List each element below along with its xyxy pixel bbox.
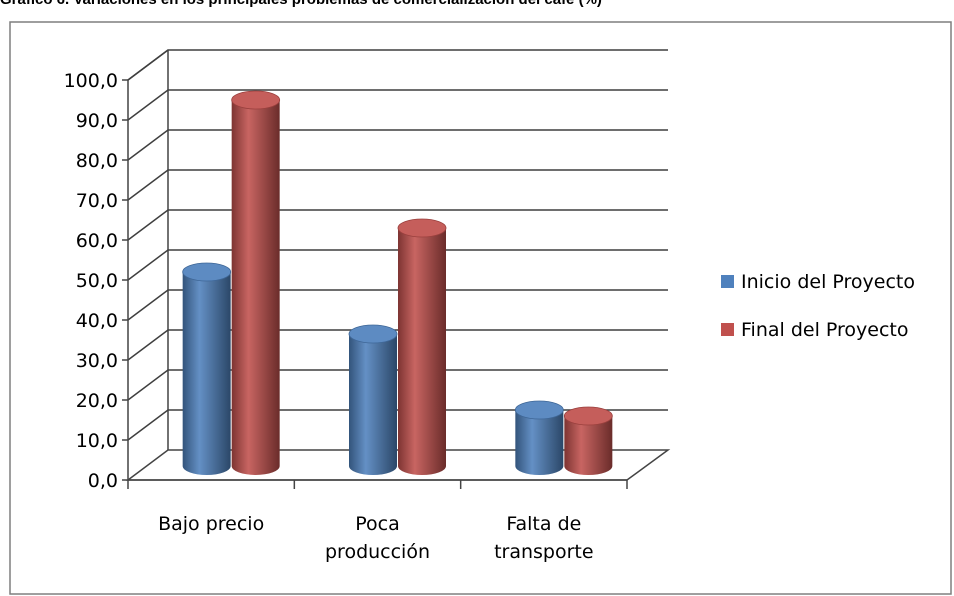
y-tick-label: 0,0 xyxy=(88,470,118,492)
bar-top xyxy=(182,262,232,282)
legend-label: Inicio del Proyecto xyxy=(741,271,915,293)
gridline xyxy=(127,289,668,321)
y-tick-label: 80,0 xyxy=(76,150,118,172)
gridline xyxy=(127,369,668,401)
y-tick-label: 10,0 xyxy=(76,430,118,452)
y-tick-label: 70,0 xyxy=(76,190,118,212)
y-tick-label: 30,0 xyxy=(76,350,118,372)
chart-frame xyxy=(9,21,952,595)
category-label: Poca producción xyxy=(325,513,430,563)
gridline xyxy=(127,249,668,281)
bar-body xyxy=(231,100,280,475)
bar-top xyxy=(348,324,398,344)
bar-top xyxy=(563,406,613,426)
gridline xyxy=(127,409,668,441)
category-label: Bajo precio xyxy=(158,513,264,535)
y-tick-label: 40,0 xyxy=(76,310,118,332)
gridline xyxy=(127,129,668,161)
bar-top xyxy=(514,400,564,420)
legend-item: Final del Proyecto xyxy=(721,319,909,341)
gridline xyxy=(127,49,668,81)
gridline xyxy=(127,329,668,361)
bar xyxy=(231,90,281,475)
category-label: Falta de transporte xyxy=(494,513,593,563)
bar-body xyxy=(398,228,446,475)
gridline xyxy=(127,89,668,121)
gridline xyxy=(127,209,668,241)
legend-item: Inicio del Proyecto xyxy=(721,271,915,293)
y-tick-labels: 0,0 10,0 20,0 30,0 40,0 50,0 60,0 70,0 80,0 90,0 1… xyxy=(64,70,118,492)
bar-body xyxy=(349,334,397,475)
category-labels: Bajo precio Poca producción Falta de transpo… xyxy=(158,513,593,563)
bar xyxy=(514,400,564,475)
bar-top xyxy=(397,218,447,238)
y-tick-label: 90,0 xyxy=(76,110,118,132)
axes xyxy=(122,79,628,489)
bar-body xyxy=(564,416,613,475)
y-tick-label: 100,0 xyxy=(64,70,118,92)
y-tick-label: 20,0 xyxy=(76,390,118,412)
bars xyxy=(182,90,613,475)
legend-label: Final del Proyecto xyxy=(741,319,909,341)
bar-body xyxy=(182,272,231,475)
legend-swatch xyxy=(721,323,734,336)
gridline xyxy=(127,169,668,201)
bar-body xyxy=(515,410,564,475)
bar-top xyxy=(231,90,281,110)
chart-caption: Gráfico 6. Variaciones en los principale… xyxy=(0,0,954,13)
bar xyxy=(563,406,613,475)
gridlines xyxy=(127,49,668,441)
y-tick-label: 50,0 xyxy=(76,270,118,292)
legend-swatch xyxy=(721,275,734,288)
bar xyxy=(348,324,398,475)
bar xyxy=(182,262,232,475)
y-tick-label: 60,0 xyxy=(76,230,118,252)
legend: Inicio del Proyecto Final del Proyecto xyxy=(721,271,915,341)
bar xyxy=(397,218,447,475)
